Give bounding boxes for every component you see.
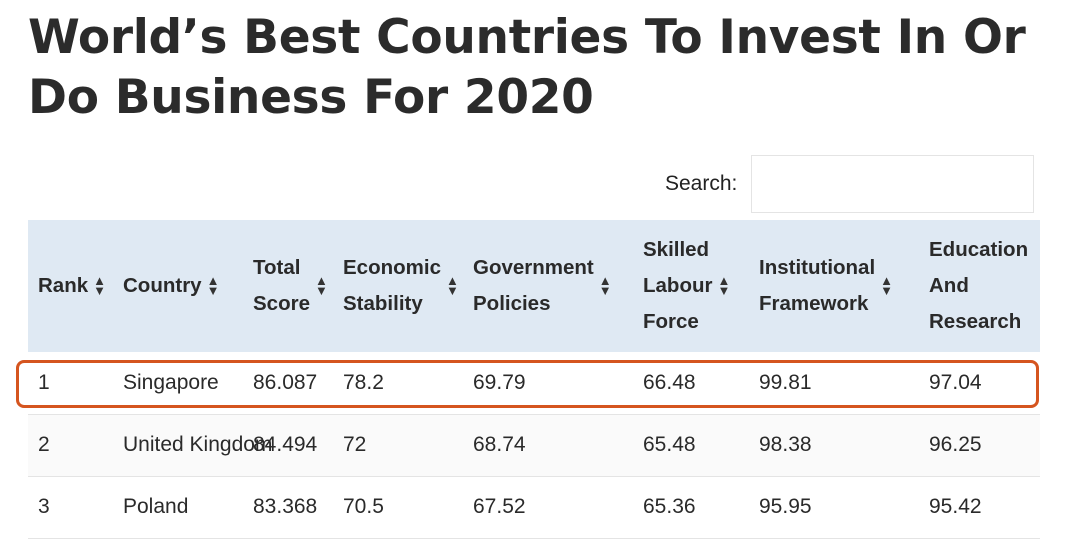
column-header-line: Stability	[343, 292, 423, 315]
column-header-institutional-framework[interactable]: Institutional Framework ▲ ▼	[749, 220, 919, 352]
column-header-line: And	[929, 274, 969, 297]
column-header-line: Education	[929, 238, 1029, 261]
table-header-row: Rank ▲ ▼ Country ▲ ▼ Total Score ▲ ▼ Economic Stabi…	[28, 220, 1040, 352]
column-header-line: Framework	[759, 292, 869, 315]
table-cell: 70.5	[343, 495, 384, 518]
column-header-total-score[interactable]: Total Score ▲ ▼	[243, 220, 333, 352]
sort-icon[interactable]: ▲ ▼	[314, 273, 328, 298]
sort-icon[interactable]: ▲ ▼	[598, 273, 612, 298]
column-header-label: Country	[123, 268, 202, 304]
table-cell: 95.42	[929, 495, 982, 518]
table-cell: United Kingdom	[123, 433, 273, 456]
column-header-line: Country	[123, 274, 202, 298]
table-cell: 66.48	[643, 370, 696, 394]
table-cell: 83.368	[253, 495, 318, 518]
column-header-line: Labour	[643, 274, 713, 297]
column-header-education-and-research[interactable]: Education And Research	[919, 220, 1040, 352]
table-cell: 3	[38, 495, 50, 518]
column-header-line: Score	[253, 292, 310, 315]
sort-icon[interactable]: ▲ ▼	[206, 273, 220, 299]
table-cell: 78.2	[343, 370, 384, 394]
table-cell: 84.494	[253, 433, 318, 456]
column-header-label: Government Policies	[473, 250, 594, 322]
table-cell: Poland	[123, 495, 189, 518]
table-cell: 65.48	[643, 433, 696, 456]
table-cell: 2	[38, 433, 50, 456]
column-header-label: Total Score	[253, 250, 310, 322]
search-input[interactable]	[751, 155, 1034, 213]
column-header-line: Research	[929, 310, 1022, 333]
column-header-line: Government	[473, 256, 594, 279]
table-cell: Singapore	[123, 370, 219, 394]
column-header-label: Education And Research	[929, 232, 1028, 340]
column-header-line: Institutional	[759, 256, 876, 279]
column-header-country[interactable]: Country ▲ ▼	[113, 220, 243, 352]
table-body: 1 Singapore 86.087 78.2 69.79 66.48 99.81 97.04…	[28, 352, 1040, 538]
column-header-label: Skilled Labour Force	[643, 232, 712, 340]
table-cell: 95.95	[759, 495, 812, 518]
table-row: 3Poland83.36870.567.5265.3695.9595.4295.…	[28, 476, 1040, 538]
search-label: Search:	[665, 172, 738, 195]
table-cell: 69.79	[473, 370, 526, 394]
column-header-skilled-labour-force[interactable]: Skilled Labour Force ▲ ▼	[633, 220, 749, 352]
table-cell: 96.25	[929, 433, 982, 456]
sort-icon[interactable]: ▲ ▼	[445, 273, 459, 298]
sort-icon[interactable]: ▲ ▼	[717, 273, 731, 298]
table-cell: 98.38	[759, 433, 812, 456]
column-header-line: Skilled	[643, 238, 710, 261]
table-cell: 86.087	[253, 370, 318, 394]
column-header-economic-stability[interactable]: Economic Stability ▲ ▼	[333, 220, 463, 352]
column-header-line: Policies	[473, 292, 551, 315]
sort-icon[interactable]: ▲ ▼	[880, 273, 894, 298]
column-header-line: Force	[643, 310, 699, 333]
column-header-line: Rank	[38, 274, 89, 298]
column-header-label: Institutional Framework	[759, 250, 875, 322]
sort-icon[interactable]: ▲ ▼	[93, 273, 107, 299]
table-row: 2 United Kingdom 84.494 72 68.74 65.48 98.38 96…	[28, 414, 1040, 476]
rankings-table: Rank ▲ ▼ Country ▲ ▼ Total Score ▲ ▼ Economic Stabi…	[28, 220, 1040, 539]
table-cell: 67.52	[473, 495, 526, 518]
column-header-rank[interactable]: Rank ▲ ▼	[28, 220, 113, 352]
table-row: 1 Singapore 86.087 78.2 69.79 66.48 99.81 97.04…	[28, 352, 1040, 414]
column-header-line: Total	[253, 256, 301, 279]
column-header-line: Economic	[343, 256, 441, 279]
column-header-government-policies[interactable]: Government Policies ▲ ▼	[463, 220, 633, 352]
page-title: World’s Best Countries To Invest In Or D…	[28, 10, 1026, 125]
table-cell: 68.74	[473, 433, 526, 456]
table-cell: 99.81	[759, 370, 812, 394]
table-cell: 72	[343, 433, 367, 456]
rankings-table-container: Rank ▲ ▼ Country ▲ ▼ Total Score ▲ ▼ Economic Stabi…	[28, 220, 1040, 541]
table-cell: 1	[38, 370, 50, 394]
column-header-label: Economic Stability	[343, 250, 441, 322]
column-header-label: Rank	[38, 268, 88, 304]
table-cell: 65.36	[643, 495, 696, 518]
table-cell: 97.04	[929, 370, 982, 394]
